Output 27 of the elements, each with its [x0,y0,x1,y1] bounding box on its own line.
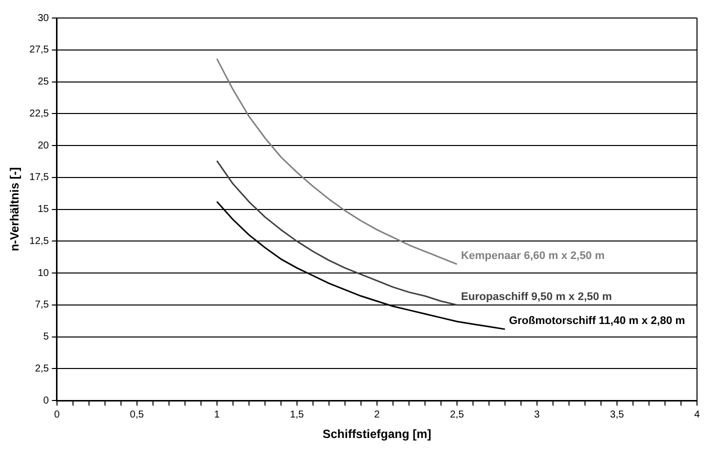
y-tick-label: 15 [38,204,50,216]
y-tick-label: 27,5 [29,44,50,56]
x-tick-label: 3,5 [610,409,624,420]
y-tick-label: 12,5 [29,236,50,247]
x-tick-label: 2,5 [450,409,464,420]
x-tick-label: 3 [534,409,540,420]
y-tick-label: 10 [38,268,50,279]
y-tick-label: 7,5 [34,300,50,311]
x-tick-label: 1,5 [290,409,304,420]
y-tick-label: 20 [38,140,50,152]
series-label: Kempenaar 6,60 m x 2,50 m [460,250,605,262]
x-tick-label: 4 [694,409,700,420]
x-tick-label: 0 [54,409,60,420]
y-tick-label: 17,5 [29,172,50,184]
series-label: Europaschiff 9,50 m x 2,50 m [460,290,612,303]
series-label: Großmotorschiff 11,40 m x 2,80 m [508,315,686,328]
y-tick-label: 25 [38,76,50,88]
x-tick-label: 1 [214,409,220,420]
y-tick-label: 22,5 [29,108,50,120]
y-tick-label: 0 [43,395,50,406]
y-tick-label: 2,5 [34,363,50,374]
y-tick-label: 5 [43,332,50,343]
y-tick-label: 30 [38,12,50,24]
x-tick-label: 0,5 [130,409,144,420]
x-tick-label: 2 [374,409,380,420]
x-axis-title: Schiffstiefgang [m] [322,427,432,442]
y-axis-title: n-Verhältnis [-] [8,167,22,252]
